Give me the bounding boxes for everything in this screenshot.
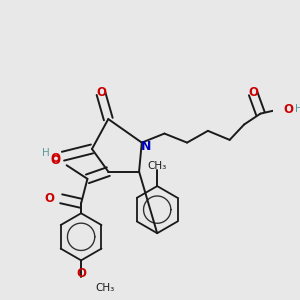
Text: H: H: [42, 148, 50, 158]
Text: N: N: [141, 140, 152, 153]
Text: O: O: [248, 86, 258, 99]
Text: CH₃: CH₃: [148, 161, 167, 171]
Text: O: O: [51, 152, 61, 164]
Text: O: O: [283, 103, 293, 116]
Text: O: O: [76, 267, 86, 280]
Text: O: O: [44, 192, 54, 205]
Text: O: O: [50, 154, 60, 167]
Text: CH₃: CH₃: [96, 283, 115, 292]
Text: O: O: [96, 86, 106, 99]
Text: H: H: [295, 104, 300, 114]
